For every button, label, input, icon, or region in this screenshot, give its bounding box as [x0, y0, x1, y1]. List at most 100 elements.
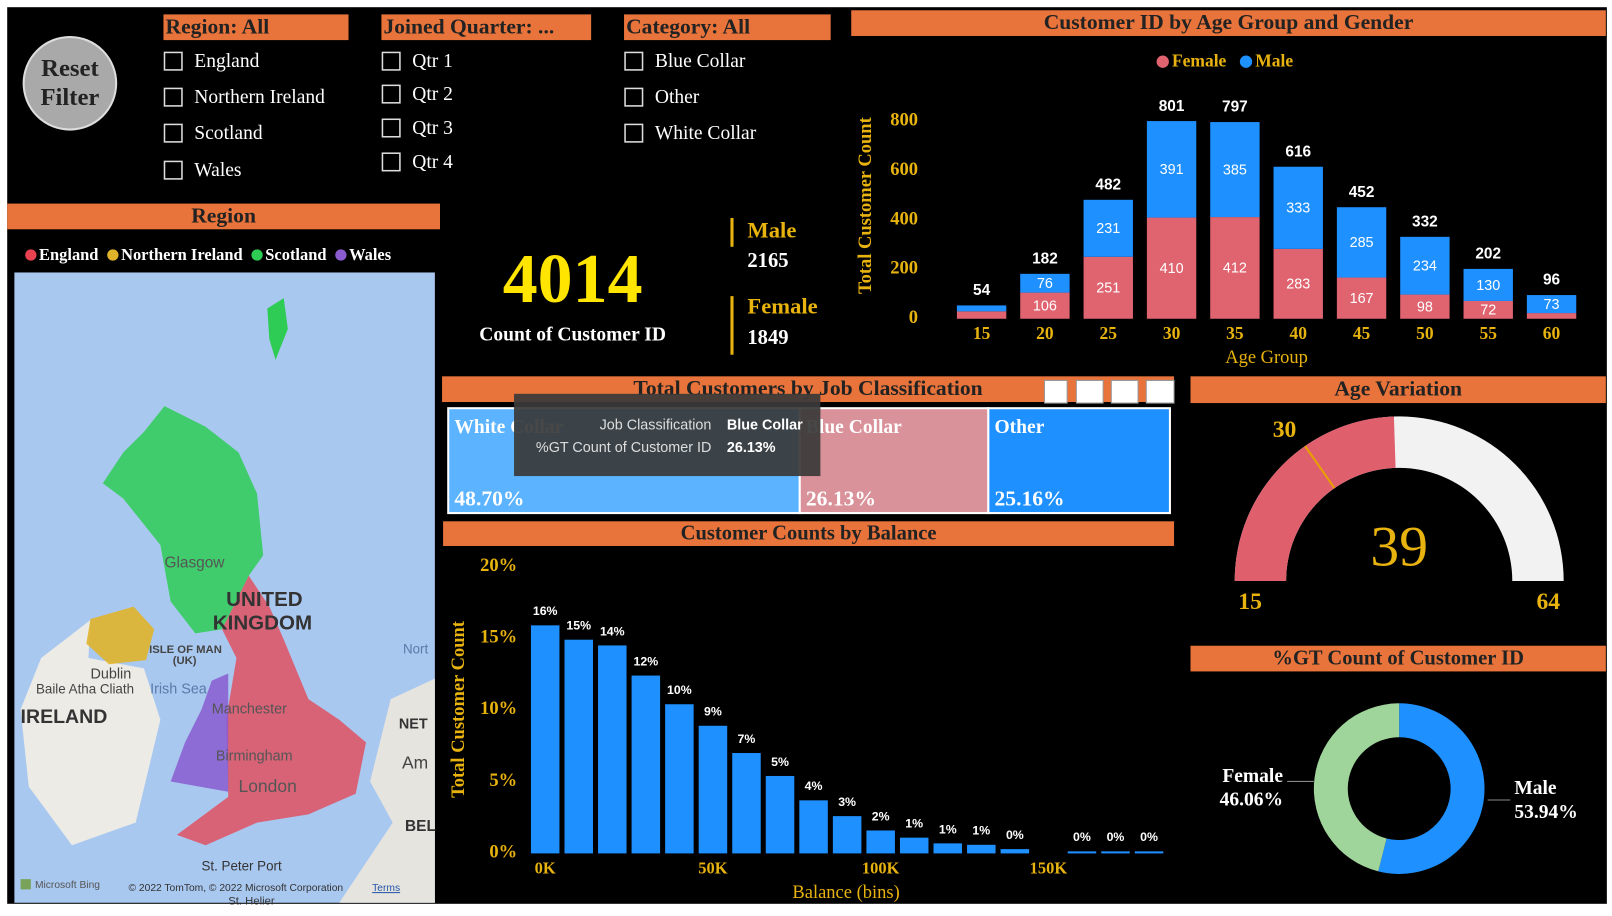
map[interactable]: [14, 272, 435, 903]
reset-button-label[interactable]: Reset Filter: [40, 55, 100, 112]
bar-segment-label: 251: [1096, 281, 1120, 297]
slicer-checkbox[interactable]: [624, 87, 644, 107]
slicer-option[interactable]: Wales: [194, 160, 241, 181]
bar-segment: [1463, 268, 1513, 301]
x-axis-title: Balance (bins): [792, 883, 899, 903]
visual-header-icon[interactable]: [1145, 379, 1175, 404]
bar-value-label: 5%: [771, 755, 789, 769]
slicer-option[interactable]: England: [194, 51, 259, 72]
slicer-checkbox[interactable]: [381, 84, 401, 104]
header-title: Customer ID by Age Group and Gender: [1044, 10, 1414, 34]
bar-segment-label: 98: [1417, 299, 1433, 315]
slicer-option[interactable]: Qtr 2: [412, 84, 453, 105]
bar-segment: [1083, 199, 1133, 257]
reset-button-circle[interactable]: [22, 35, 118, 131]
slicer-option[interactable]: Qtr 3: [412, 118, 453, 139]
bar-value-label: 7%: [738, 732, 756, 746]
slicer-header: [624, 14, 831, 41]
map-place-label: Irish Sea: [150, 682, 207, 698]
bar-segment: [1210, 217, 1260, 319]
header-title: %GT Count of Customer ID: [1272, 647, 1524, 669]
slicer-checkbox[interactable]: [163, 123, 183, 143]
bar-total-label: 54: [973, 282, 991, 299]
y-axis-title: Total Customer Count: [449, 620, 469, 798]
kpi-breakdown-name: Male: [747, 218, 796, 243]
treemap-tile[interactable]: [987, 407, 1171, 515]
treemap-tile[interactable]: [798, 407, 990, 515]
map-place-label: Baile Atha Cliath: [36, 681, 134, 696]
map-place-label: St. Peter Port: [202, 858, 282, 873]
x-tick-label: 50: [1416, 323, 1434, 343]
visual-header-icon[interactable]: [1043, 379, 1068, 404]
legend-marker: [1156, 55, 1169, 68]
bar-segment-label: 106: [1033, 298, 1057, 314]
slicer-option[interactable]: Scotland: [194, 123, 263, 144]
bar-segment: [1526, 295, 1577, 314]
map-terms[interactable]: Terms: [372, 883, 400, 894]
tooltip-label: Job Classification: [600, 417, 712, 433]
slicer-option[interactable]: Qtr 1: [412, 51, 453, 72]
slicer-option[interactable]: Blue Collar: [655, 51, 746, 72]
slicer-checkbox[interactable]: [163, 87, 183, 107]
y-tick-label: 5%: [489, 771, 517, 791]
x-tick-label: 0K: [535, 859, 556, 878]
treemap-tile-value: 25.16%: [995, 487, 1065, 511]
x-tick-label: 35: [1226, 323, 1244, 343]
donut-label-value: 53.94%: [1514, 802, 1577, 823]
donut-label-name: Male: [1514, 778, 1557, 799]
slicer-checkbox[interactable]: [381, 118, 401, 138]
bar-value-label: 0%: [1073, 830, 1091, 844]
slicer-checkbox[interactable]: [163, 51, 183, 71]
slicer-option[interactable]: Northern Ireland: [194, 87, 325, 108]
slicer-checkbox[interactable]: [381, 152, 401, 172]
bar: [1067, 851, 1097, 854]
bar-value-label: 1%: [905, 817, 923, 831]
map-england: [176, 575, 366, 846]
bar-segment-label: 231: [1096, 221, 1120, 237]
bar-value-label: 2%: [872, 809, 890, 823]
bar-total-label: 182: [1032, 251, 1058, 268]
map-place-label: St. Helier: [228, 896, 275, 908]
bar-total-label: 332: [1412, 214, 1438, 231]
bar: [665, 704, 694, 854]
x-tick-label: 60: [1543, 323, 1561, 343]
slicer-option[interactable]: Qtr 4: [412, 152, 453, 173]
y-tick-label: 10%: [480, 699, 517, 719]
bar: [1134, 851, 1164, 854]
slicer-option[interactable]: White Collar: [655, 123, 757, 144]
visual-header-icon[interactable]: [1110, 379, 1139, 404]
bar: [564, 639, 594, 854]
map-europe: [339, 678, 435, 903]
slicer-checkbox[interactable]: [624, 51, 644, 71]
bar: [598, 645, 627, 854]
x-tick-label: 15: [973, 323, 991, 343]
map-place-label: (UK): [173, 655, 197, 667]
donut-slice[interactable]: [1313, 703, 1400, 872]
x-tick-label: 45: [1353, 323, 1371, 343]
slicer-checkbox[interactable]: [624, 123, 644, 143]
donut-label-value: 46.06%: [1220, 789, 1283, 810]
bar-total-label: 96: [1543, 272, 1561, 289]
map-place-label: BEL: [405, 818, 436, 835]
y-tick-label: 0%: [489, 843, 517, 863]
bar-segment-label: 385: [1223, 162, 1247, 178]
donut-slice[interactable]: [1378, 703, 1485, 874]
y-tick-label: 15%: [480, 628, 517, 648]
visual-header-icon[interactable]: [1075, 379, 1104, 404]
x-tick-label: 100K: [862, 859, 900, 878]
slicer-checkbox[interactable]: [163, 160, 183, 180]
bar-segment-label: 391: [1160, 162, 1184, 178]
bar-value-label: 0%: [1006, 828, 1024, 842]
bar-segment: [1273, 166, 1323, 249]
x-tick-label: 40: [1290, 323, 1308, 343]
map-legend-marker: [107, 249, 119, 261]
slicer-option[interactable]: Other: [655, 87, 700, 108]
kpi-breakdown-value: 1849: [747, 327, 788, 349]
reset-button[interactable]: Reset Filter: [22, 35, 118, 131]
bar-segment: [1526, 313, 1577, 319]
slicer-checkbox[interactable]: [381, 51, 401, 71]
bar-value-label: 4%: [805, 779, 823, 793]
bar-segment-label: 167: [1350, 291, 1374, 307]
bar-segment: [1146, 217, 1197, 319]
